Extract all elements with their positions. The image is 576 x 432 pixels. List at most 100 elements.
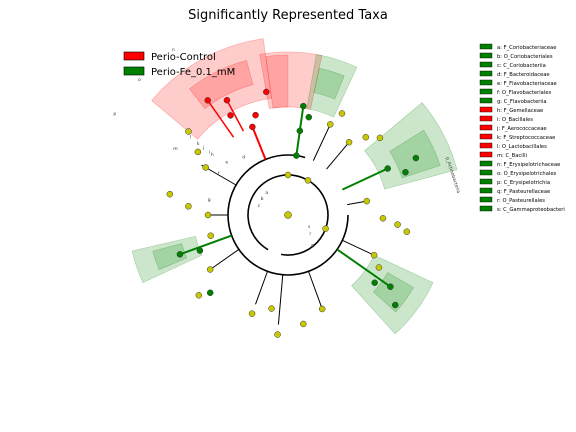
taxa-key-label: f: O_Flavobacteriales: [497, 90, 551, 96]
tree-node: [204, 211, 212, 219]
taxa-key-swatch: [479, 205, 493, 212]
tree-node: [327, 121, 334, 128]
legend-label-perio-control: Perio-Control: [151, 52, 216, 63]
clade-sector: [131, 236, 203, 284]
taxa-key-label: n: F_Erysipelotrichaceae: [497, 162, 560, 168]
taxa-key-label: h: F_Gemellaceae: [497, 108, 543, 114]
tree-branch: [179, 234, 232, 256]
clade-letter-c: c: [258, 204, 261, 209]
tree-node: [206, 289, 214, 297]
taxa-key-label: s: C_Gammaproteobacteri: [497, 207, 565, 213]
clade-sectors: [131, 38, 458, 335]
taxa-key-label: r: O_Pasteurellales: [497, 198, 545, 204]
tree-node: [412, 154, 420, 162]
tree-node: [248, 310, 256, 317]
clade-letter-k: k: [197, 141, 200, 147]
tree-node: [296, 127, 304, 135]
tree-node: [293, 152, 300, 159]
clade-letter-a: a: [265, 191, 268, 196]
taxa-key-label: g: C_Flavobacteriia: [497, 99, 547, 105]
legend: Perio-Control Perio-Fe_0.1_mM: [123, 51, 235, 78]
clade-letter-h: h: [211, 152, 214, 158]
taxa-key-swatch: [479, 70, 493, 77]
tree-node: [207, 232, 214, 239]
tree-node: [194, 148, 202, 156]
tree-node: [305, 113, 313, 121]
tree-node: [322, 225, 329, 232]
tree-node: [402, 168, 409, 176]
tree-node: [185, 203, 192, 210]
tree-node: [362, 133, 370, 141]
tree-branch: [312, 124, 331, 161]
taxa-key-swatch: [479, 106, 493, 113]
tree-branch: [341, 167, 389, 191]
tree-node: [196, 247, 204, 254]
tree-branch: [207, 99, 235, 138]
tree-node: [166, 190, 174, 198]
tree-node: [204, 97, 211, 104]
tree-branch: [209, 249, 240, 270]
tree-node: [304, 177, 312, 184]
tree-node: [371, 279, 378, 286]
tree-node: [363, 197, 371, 205]
taxa-key-label: q: F_Pasteurellaceae: [497, 189, 550, 195]
legend-label-perio-fe: Perio-Fe_0.1_mM: [151, 67, 235, 78]
taxa-key-swatch: [479, 187, 493, 194]
taxa-key-swatch: [479, 160, 493, 167]
clade-letter-i: i: [209, 149, 210, 155]
taxa-key-swatch: [479, 61, 493, 68]
tree-branch: [277, 274, 284, 325]
taxa-key-label: i: O_Bacillales: [497, 117, 533, 123]
clade-letter-o: o: [138, 78, 141, 83]
chart-title: Significantly Represented Taxa: [188, 8, 388, 23]
taxa-key-label: b: O_Coriobacteriales: [497, 54, 553, 60]
tree-node: [274, 331, 281, 338]
clade-letter-b: b: [261, 196, 264, 202]
tree-node: [387, 283, 394, 290]
taxa-key-swatch: [479, 133, 493, 140]
taxa-key: a: F_Coriobacteriaceae b: O_Coriobacteria…: [479, 43, 565, 213]
taxa-key-label: e: F_Flavobacteriaceae: [497, 81, 557, 87]
tree-ring-inner: [247, 174, 329, 256]
tree-node: [391, 301, 399, 309]
tree-node: [206, 266, 214, 273]
clade-letter-d: d: [242, 154, 245, 160]
tree-node: [370, 251, 378, 259]
tree-node: [318, 305, 326, 313]
tree-node: [284, 171, 292, 179]
tree-node: [300, 320, 307, 328]
tree-node: [300, 102, 307, 110]
taxa-key-swatch: [479, 79, 493, 86]
tree-branch: [226, 99, 245, 132]
taxa-key-label: a: F_Coriobacteriaceae: [497, 45, 556, 51]
tree-node: [249, 123, 256, 131]
taxa-key-swatch: [479, 169, 493, 176]
clade-letter-l: l: [190, 135, 191, 141]
taxa-key-label: d: F_Bacteroidaceae: [497, 72, 550, 78]
tree-branch: [308, 271, 323, 310]
tree-branch: [347, 200, 367, 206]
clade-letter-m: m: [173, 147, 177, 152]
clade-letter-e: e: [225, 161, 228, 166]
tree-node: [403, 228, 411, 235]
taxa-key-label: o: O_Erysipelotrichales: [497, 171, 557, 177]
taxa-key-swatch: [479, 178, 493, 185]
tree-node: [176, 251, 184, 258]
tree-branch: [251, 126, 267, 160]
tree-branch: [336, 248, 391, 288]
taxa-key-label: l: O_Lactobacillales: [497, 144, 547, 150]
taxa-key-label: k: F_Streptococcaceae: [497, 135, 555, 141]
clade-letter-p: p: [113, 112, 116, 117]
taxa-key-swatch: [479, 88, 493, 95]
tree-node: [185, 128, 192, 135]
taxa-key-label: m: C_Bacilli: [497, 153, 527, 159]
clade-sector: [265, 54, 289, 109]
taxa-key-label: p: C_Erysipelotrichia: [497, 180, 550, 186]
tree-branches: [179, 99, 391, 325]
taxa-key-swatch: [479, 52, 493, 59]
tree-node: [195, 292, 203, 299]
tree-node: [284, 211, 292, 219]
taxa-key-swatch: [479, 97, 493, 104]
clade-letter-r: r: [309, 231, 311, 237]
